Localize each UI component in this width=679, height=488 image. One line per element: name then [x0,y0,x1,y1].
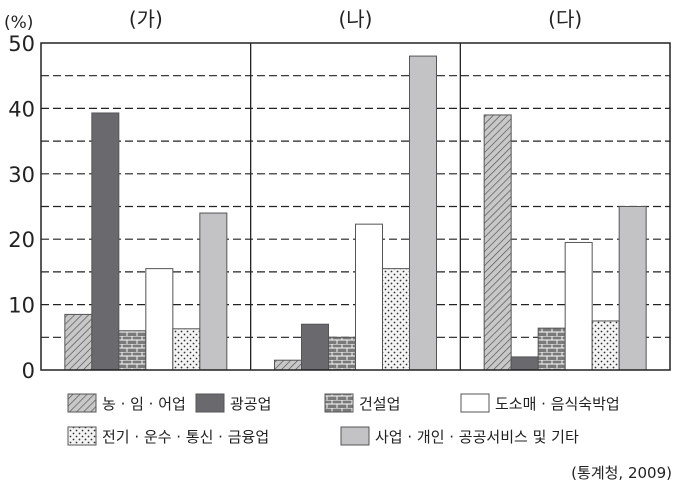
bar-3 [328,336,356,371]
bar-5 [172,328,201,371]
legend-swatch [67,426,97,446]
bar-4 [145,268,174,371]
bar-6 [409,55,437,371]
plot-frame [40,42,671,371]
legend-label: 도소매 · 음식숙박업 [495,395,620,413]
legend-label: 전기 · 운수 · 통신 · 금융업 [102,428,269,446]
bar-5 [591,320,620,371]
y-tick-label: 0 [22,359,35,383]
y-tick-label: 20 [8,228,35,252]
y-tick-label: 50 [8,32,35,56]
bar-4 [564,241,593,371]
legend-label: 사업 · 개인 · 공공서비스 및 기타 [375,428,579,446]
legend-swatch [324,393,354,413]
bar-6 [618,206,647,371]
bar-1 [483,114,512,371]
bar-1 [274,359,302,371]
legend-swatch [460,393,490,413]
y-tick-label: 10 [8,294,35,318]
source-note: (통계청, 2009) [571,464,672,482]
bar-1 [64,313,93,371]
y-tick-label: 30 [8,163,35,187]
group-label: (가) [129,7,163,31]
bar-2 [510,356,539,371]
bar-3 [537,327,566,371]
legend-swatch [67,393,97,413]
bar-4 [355,223,383,371]
y-tick-label: 40 [8,97,35,121]
legend-label: 광공업 [230,395,271,413]
legend-swatch [195,393,225,413]
y-unit-label: (%) [4,13,33,33]
legend-label: 건설업 [359,395,400,413]
bar-5 [382,268,410,371]
bar-6 [199,212,228,371]
group-label: (다) [548,7,582,31]
bar-3 [118,330,147,371]
bar-2 [301,323,329,371]
legend-label: 농 · 임 · 어업 [102,395,186,413]
group-label: (나) [338,7,372,31]
bar-2 [91,112,120,371]
legend-swatch [340,426,370,446]
